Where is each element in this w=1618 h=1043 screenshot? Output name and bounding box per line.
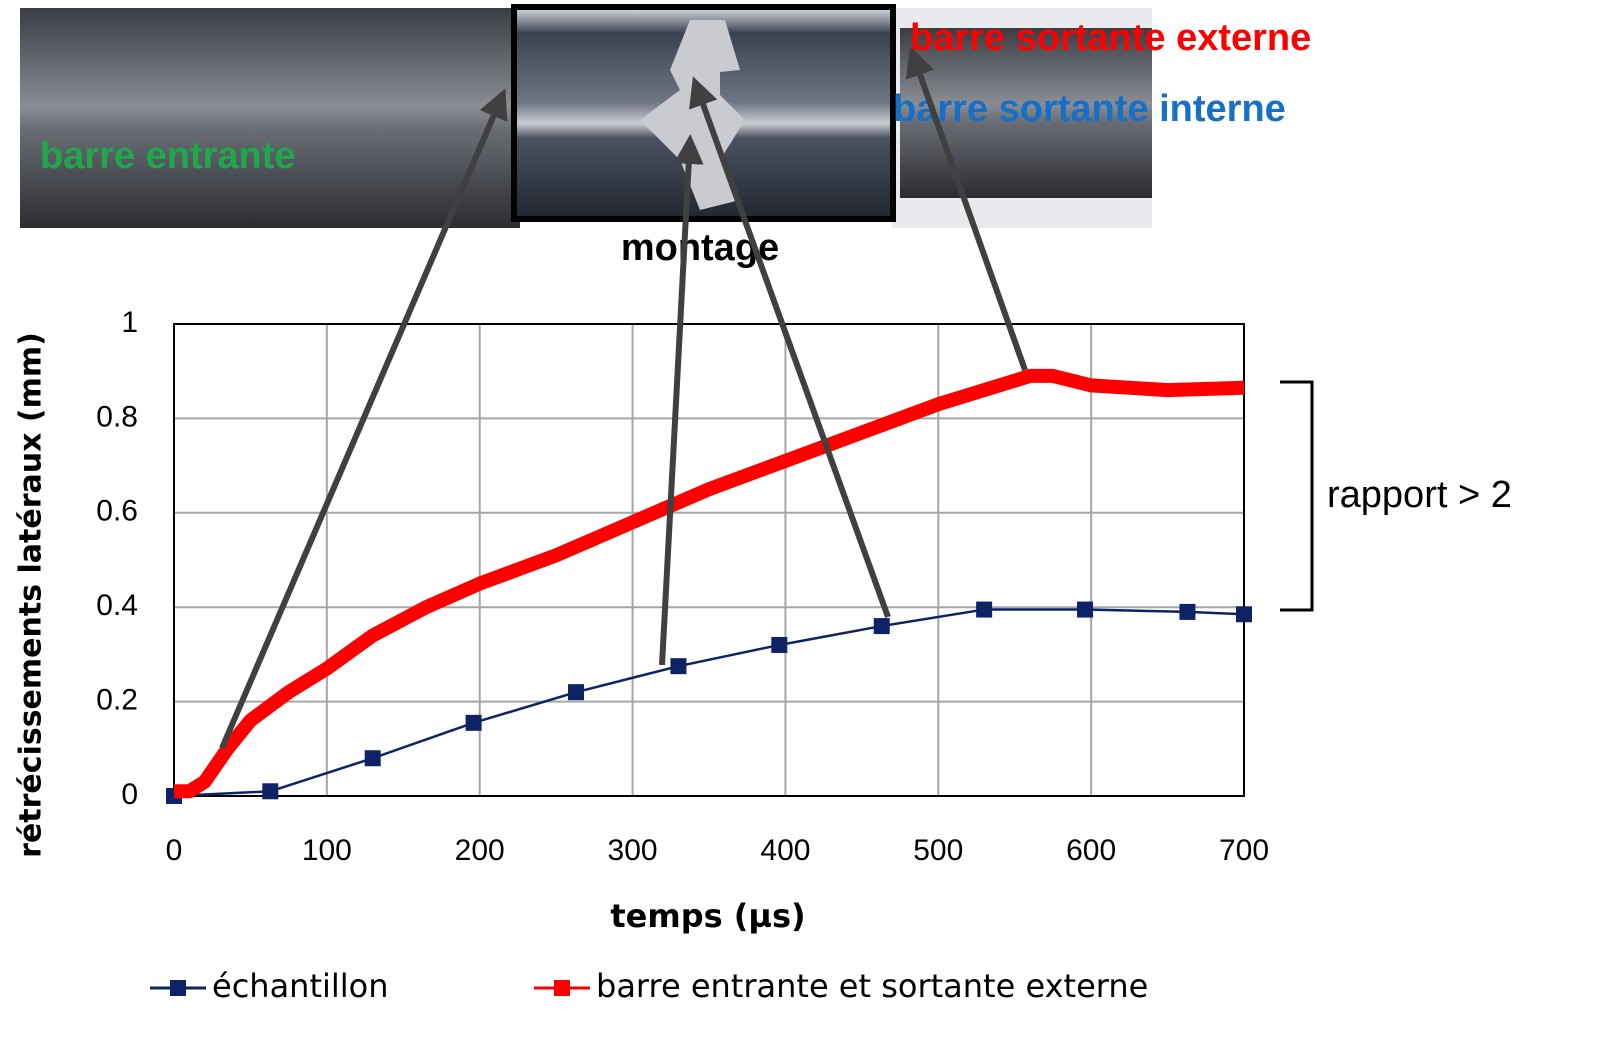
plot-area: 0 0.2 0.4 0.6 0.8 1 0 100 200 300 400 500 600 700 (96, 306, 1269, 867)
marker (262, 783, 279, 800)
x-tick-label: 100 (302, 834, 352, 867)
marker (670, 658, 687, 675)
marker (568, 684, 585, 701)
x-tick-label: 200 (455, 834, 505, 867)
legend-marker (170, 980, 186, 996)
arrows (219, 46, 1028, 750)
y-tick-label: 0.2 (96, 684, 138, 717)
x-axis-label: temps (µs) (610, 897, 805, 935)
marker (465, 714, 482, 731)
series-line (173, 608, 1245, 798)
legend-label: barre entrante et sortante externe (596, 967, 1148, 1005)
marker (1077, 601, 1094, 618)
annotation: rapport > 2 (1327, 474, 1512, 516)
y-tick-label: 0.8 (96, 400, 138, 433)
x-tick-label: 300 (608, 834, 658, 867)
marker (873, 618, 890, 635)
x-tick-label: 700 (1219, 834, 1269, 867)
bracket (1280, 380, 1314, 612)
y-axis-label: rétrécissements latéraux (mm) (14, 332, 49, 858)
x-tick-label: 600 (1066, 834, 1116, 867)
legend-marker (554, 980, 570, 996)
annotation: barre sortante externe (910, 17, 1311, 59)
legend-label: échantillon (212, 967, 389, 1005)
y-tick-label: 0 (121, 778, 138, 811)
y-tick-label: 0.6 (96, 495, 138, 528)
annotation: barre entrante (40, 135, 296, 177)
x-tick-label: 500 (913, 834, 963, 867)
marker (364, 750, 381, 767)
marker (1236, 606, 1252, 623)
marker (771, 636, 788, 653)
y-tick-label: 1 (121, 306, 138, 339)
annotation: barre sortante interne (893, 88, 1286, 130)
marker (1179, 603, 1196, 620)
y-tick-label: 0.4 (96, 589, 138, 622)
plot-frame (173, 323, 1245, 797)
marker (976, 601, 993, 618)
series-line (174, 368, 1245, 799)
x-tick-label: 400 (760, 834, 810, 867)
x-tick-label: 0 (166, 834, 183, 867)
